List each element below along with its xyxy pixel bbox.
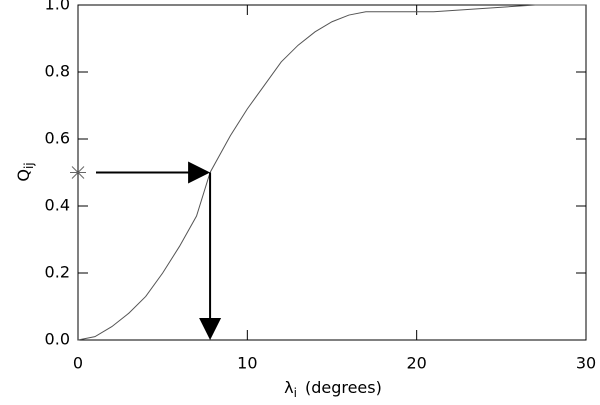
y-tick-label: 0.0 <box>45 330 70 349</box>
x-label-symbol: λ <box>284 378 293 397</box>
x-tick-label: 20 <box>406 354 426 373</box>
y-tick-label: 0.8 <box>45 62 70 81</box>
y-axis-label: Qij <box>14 162 36 181</box>
y-tick-label: 1.0 <box>45 0 70 14</box>
marker <box>70 166 86 179</box>
y-label-symbol: Q <box>14 169 33 182</box>
x-tick-label: 0 <box>73 354 83 373</box>
x-label-subscript: i <box>294 386 297 400</box>
data-line <box>77 4 586 341</box>
x-label-unit: (degrees) <box>305 378 382 397</box>
y-tick-label: 0.6 <box>45 129 70 148</box>
marker-stroke <box>71 166 85 179</box>
x-axis-label: λi (degrees) <box>284 378 382 400</box>
arrow-head <box>188 161 211 184</box>
y-tick-label: 0.4 <box>45 196 70 215</box>
x-tick-label: 10 <box>237 354 257 373</box>
y-label-subscript: ij <box>22 162 36 169</box>
x-tick-label: 30 <box>576 354 596 373</box>
arrow-head <box>199 318 222 340</box>
y-tick-label: 0.2 <box>45 263 70 282</box>
